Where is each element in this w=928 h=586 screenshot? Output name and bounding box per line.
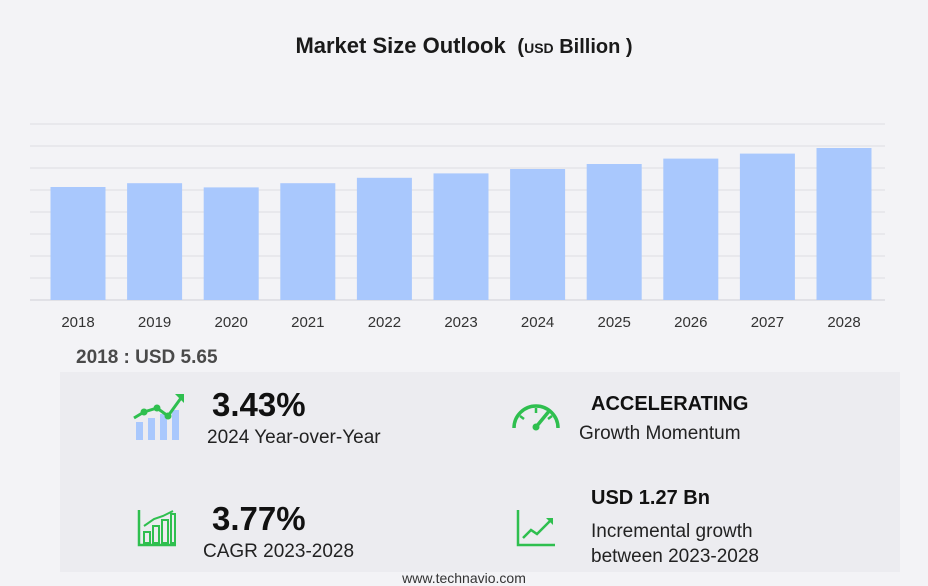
- title-unit: (USD Billion ): [512, 36, 633, 58]
- x-tick-label: 2020: [215, 314, 248, 331]
- x-tick-label: 2025: [598, 314, 631, 331]
- bar-2021: [280, 183, 336, 300]
- incremental-label-1: Incremental growth: [591, 521, 753, 542]
- bar-2019: [127, 183, 183, 300]
- trend-bars-icon: [133, 394, 184, 440]
- title-close-paren: ): [625, 36, 633, 58]
- title-unit-prefix: USD: [524, 40, 554, 56]
- cagr-value: 3.77%: [212, 500, 306, 537]
- chart-title: Market Size Outlook (USD Billion ): [0, 33, 928, 59]
- bar-2022: [356, 177, 412, 300]
- title-unit-name: Billion: [559, 36, 621, 58]
- x-tick-label: 2021: [291, 314, 324, 331]
- bar-2023: [433, 173, 489, 300]
- yoy-label: 2024 Year-over-Year: [207, 427, 381, 448]
- title-main: Market Size Outlook: [295, 33, 506, 58]
- momentum-label: Growth Momentum: [579, 423, 741, 444]
- bar-2027: [739, 153, 795, 300]
- title-open-paren: (: [517, 36, 525, 58]
- incremental-value: USD 1.27 Bn: [591, 487, 710, 509]
- bar-2020: [203, 187, 259, 300]
- x-tick-label: 2027: [751, 314, 784, 331]
- x-tick-label: 2028: [827, 314, 860, 331]
- bar-2024: [510, 169, 566, 300]
- footer-url: www.technavio.com: [402, 570, 526, 586]
- x-tick-label: 2024: [521, 314, 554, 331]
- bar-2018: [50, 187, 106, 300]
- bar-2026: [663, 158, 719, 300]
- x-tick-label: 2026: [674, 314, 707, 331]
- bar-chart-icon: [137, 510, 176, 547]
- yoy-value: 3.43%: [212, 386, 306, 423]
- growth-line-icon: [516, 510, 555, 547]
- cagr-label: CAGR 2023-2028: [203, 541, 355, 562]
- x-tick-label: 2022: [368, 314, 401, 331]
- momentum-value: ACCELERATING: [591, 393, 749, 415]
- bar-chart: 2018 2019 2020 2021 2022 2023 2024 2025 2026 2027…: [30, 123, 885, 331]
- bar-2025: [586, 164, 642, 300]
- stats-panel: [60, 372, 900, 572]
- x-tick-label: 2019: [138, 314, 171, 331]
- base-year-value: 2018 : USD 5.65: [76, 347, 218, 368]
- bar-2028: [816, 148, 872, 300]
- incremental-label-2: between 2023-2028: [591, 546, 759, 567]
- speedometer-icon: [512, 404, 560, 431]
- x-tick-label: 2018: [61, 314, 94, 331]
- x-tick-label: 2023: [444, 314, 477, 331]
